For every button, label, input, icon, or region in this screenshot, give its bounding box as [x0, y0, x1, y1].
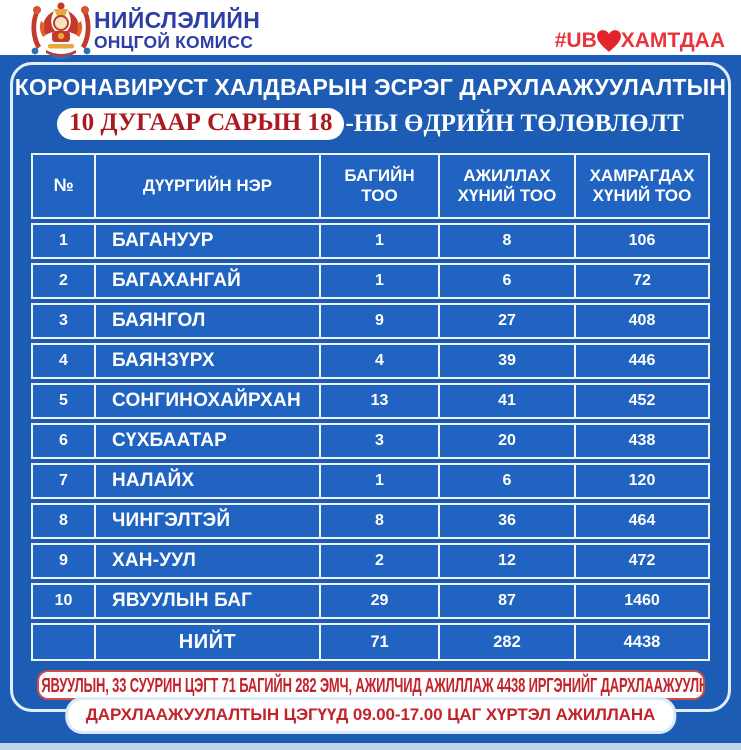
total-covered: 4438 — [576, 623, 710, 661]
row-no: 9 — [31, 543, 96, 579]
teams-count: 1 — [321, 263, 440, 299]
vaccination-table: № ДҮҮРГИЙН НЭР БАГИЙН ТОО АЖИЛЛАХ ХҮНИЙ … — [31, 153, 710, 661]
column-header-workers: АЖИЛЛАХ ХҮНИЙ ТОО — [440, 153, 576, 219]
district-name: БАЯНГОЛ — [96, 303, 321, 339]
teams-count: 4 — [321, 343, 440, 379]
row-no: 6 — [31, 423, 96, 459]
date-rest: -НЫ ӨДРИЙН ТӨЛӨВЛӨЛТ — [345, 110, 684, 137]
table-row: 5 СОНГИНОХАЙРХАН 13 41 452 — [31, 383, 710, 419]
workers-count: 36 — [440, 503, 576, 539]
heart-icon — [596, 29, 622, 53]
district-name: СҮХБААТАР — [96, 423, 321, 459]
header-bar: НИЙСЛЭЛИЙН ОНЦГОЙ КОМИСС #UB ХАМТДАА — [0, 0, 741, 60]
working-hours-pill: ДАРХЛААЖУУЛАЛТЫН ЦЭГҮҮД 09.00-17.00 ЦАГ … — [64, 697, 677, 734]
total-label: НИЙТ — [96, 623, 321, 661]
district-name: БАЯНЗҮРХ — [96, 343, 321, 379]
table-header-row: № ДҮҮРГИЙН НЭР БАГИЙН ТОО АЖИЛЛАХ ХҮНИЙ … — [31, 153, 710, 219]
column-header-no: № — [31, 153, 96, 219]
district-name: ЯВУУЛЫН БАГ — [96, 583, 321, 619]
org-name-line1: НИЙСЛЭЛИЙН — [94, 7, 261, 33]
campaign-hashtag: #UB ХАМТДАА — [555, 29, 725, 53]
teams-count: 29 — [321, 583, 440, 619]
district-name: ХАН-УУЛ — [96, 543, 321, 579]
teams-count: 1 — [321, 223, 440, 259]
workers-count: 27 — [440, 303, 576, 339]
ulaanbaatar-emblem-icon — [28, 1, 94, 66]
covered-count: 1460 — [576, 583, 710, 619]
row-no: 2 — [31, 263, 96, 299]
district-name: БАГАХАНГАЙ — [96, 263, 321, 299]
hashtag-suffix: ХАМТДАА — [620, 29, 725, 52]
poster-title: КОРОНАВИРУСТ ХАЛДВАРЫН ЭСРЭГ ДАРХЛААЖУУЛ… — [14, 74, 727, 100]
teams-count: 3 — [321, 423, 440, 459]
row-no: 8 — [31, 503, 96, 539]
total-teams: 71 — [321, 623, 440, 661]
table-row: 7 НАЛАЙХ 1 6 120 — [31, 463, 710, 499]
table-row: 6 СҮХБААТАР 3 20 438 — [31, 423, 710, 459]
covered-count: 464 — [576, 503, 710, 539]
table-row: 3 БАЯНГОЛ 9 27 408 — [31, 303, 710, 339]
summary-text: 29 ЯВУУЛЫН, 33 СУУРИН ЦЭГТ 71 БАГИЙН 282… — [36, 672, 705, 697]
summary-banner: 29 ЯВУУЛЫН, 33 СУУРИН ЦЭГТ 71 БАГИЙН 282… — [36, 670, 705, 700]
covered-count: 452 — [576, 383, 710, 419]
covered-count: 472 — [576, 543, 710, 579]
table-total-row: НИЙТ 71 282 4438 — [31, 623, 710, 661]
covered-count: 106 — [576, 223, 710, 259]
working-hours-text: ДАРХЛААЖУУЛАЛТЫН ЦЭГҮҮД 09.00-17.00 ЦАГ … — [85, 705, 656, 724]
table-row: 9 ХАН-УУЛ 2 12 472 — [31, 543, 710, 579]
teams-count: 13 — [321, 383, 440, 419]
table-row: 2 БАГАХАНГАЙ 1 6 72 — [31, 263, 710, 299]
workers-count: 8 — [440, 223, 576, 259]
poster-subtitle: 10 ДУГААР САРЫН 18 -НЫ ӨДРИЙН ТӨЛӨВЛӨЛТ — [13, 105, 728, 143]
bottom-light-strip — [0, 743, 741, 750]
total-workers: 282 — [440, 623, 576, 661]
district-name: НАЛАЙХ — [96, 463, 321, 499]
covered-count: 120 — [576, 463, 710, 499]
district-name: СОНГИНОХАЙРХАН — [96, 383, 321, 419]
workers-count: 6 — [440, 263, 576, 299]
row-no: 4 — [31, 343, 96, 379]
row-no: 3 — [31, 303, 96, 339]
workers-count: 41 — [440, 383, 576, 419]
table-row: 8 ЧИНГЭЛТЭЙ 8 36 464 — [31, 503, 710, 539]
district-name: ЧИНГЭЛТЭЙ — [96, 503, 321, 539]
workers-count: 12 — [440, 543, 576, 579]
row-no: 10 — [31, 583, 96, 619]
row-no: 7 — [31, 463, 96, 499]
covered-count: 408 — [576, 303, 710, 339]
teams-count: 2 — [321, 543, 440, 579]
teams-count: 1 — [321, 463, 440, 499]
hashtag-prefix: #UB — [554, 29, 597, 52]
workers-count: 39 — [440, 343, 576, 379]
column-header-district: ДҮҮРГИЙН НЭР — [96, 153, 321, 219]
teams-count: 9 — [321, 303, 440, 339]
column-header-teams: БАГИЙН ТОО — [321, 153, 440, 219]
date-highlight: 10 ДУГААР САРЫН 18 — [57, 108, 345, 140]
teams-count: 8 — [321, 503, 440, 539]
org-title: НИЙСЛЭЛИЙН ОНЦГОЙ КОМИСС — [94, 7, 261, 52]
row-no: 1 — [31, 223, 96, 259]
workers-count: 87 — [440, 583, 576, 619]
workers-count: 6 — [440, 463, 576, 499]
total-no-empty — [31, 623, 96, 661]
main-panel: КОРОНАВИРУСТ ХАЛДВАРЫН ЭСРЭГ ДАРХЛААЖУУЛ… — [10, 62, 731, 712]
covered-count: 72 — [576, 263, 710, 299]
org-name-line2: ОНЦГОЙ КОМИСС — [94, 31, 254, 52]
workers-count: 20 — [440, 423, 576, 459]
covered-count: 438 — [576, 423, 710, 459]
column-header-covered: ХАМРАГДАХ ХҮНИЙ ТОО — [576, 153, 710, 219]
district-name: БАГАНУУР — [96, 223, 321, 259]
table-row: 10 ЯВУУЛЫН БАГ 29 87 1460 — [31, 583, 710, 619]
table-row: 4 БАЯНЗҮРХ 4 39 446 — [31, 343, 710, 379]
table-row: 1 БАГАНУУР 1 8 106 — [31, 223, 710, 259]
row-no: 5 — [31, 383, 96, 419]
covered-count: 446 — [576, 343, 710, 379]
